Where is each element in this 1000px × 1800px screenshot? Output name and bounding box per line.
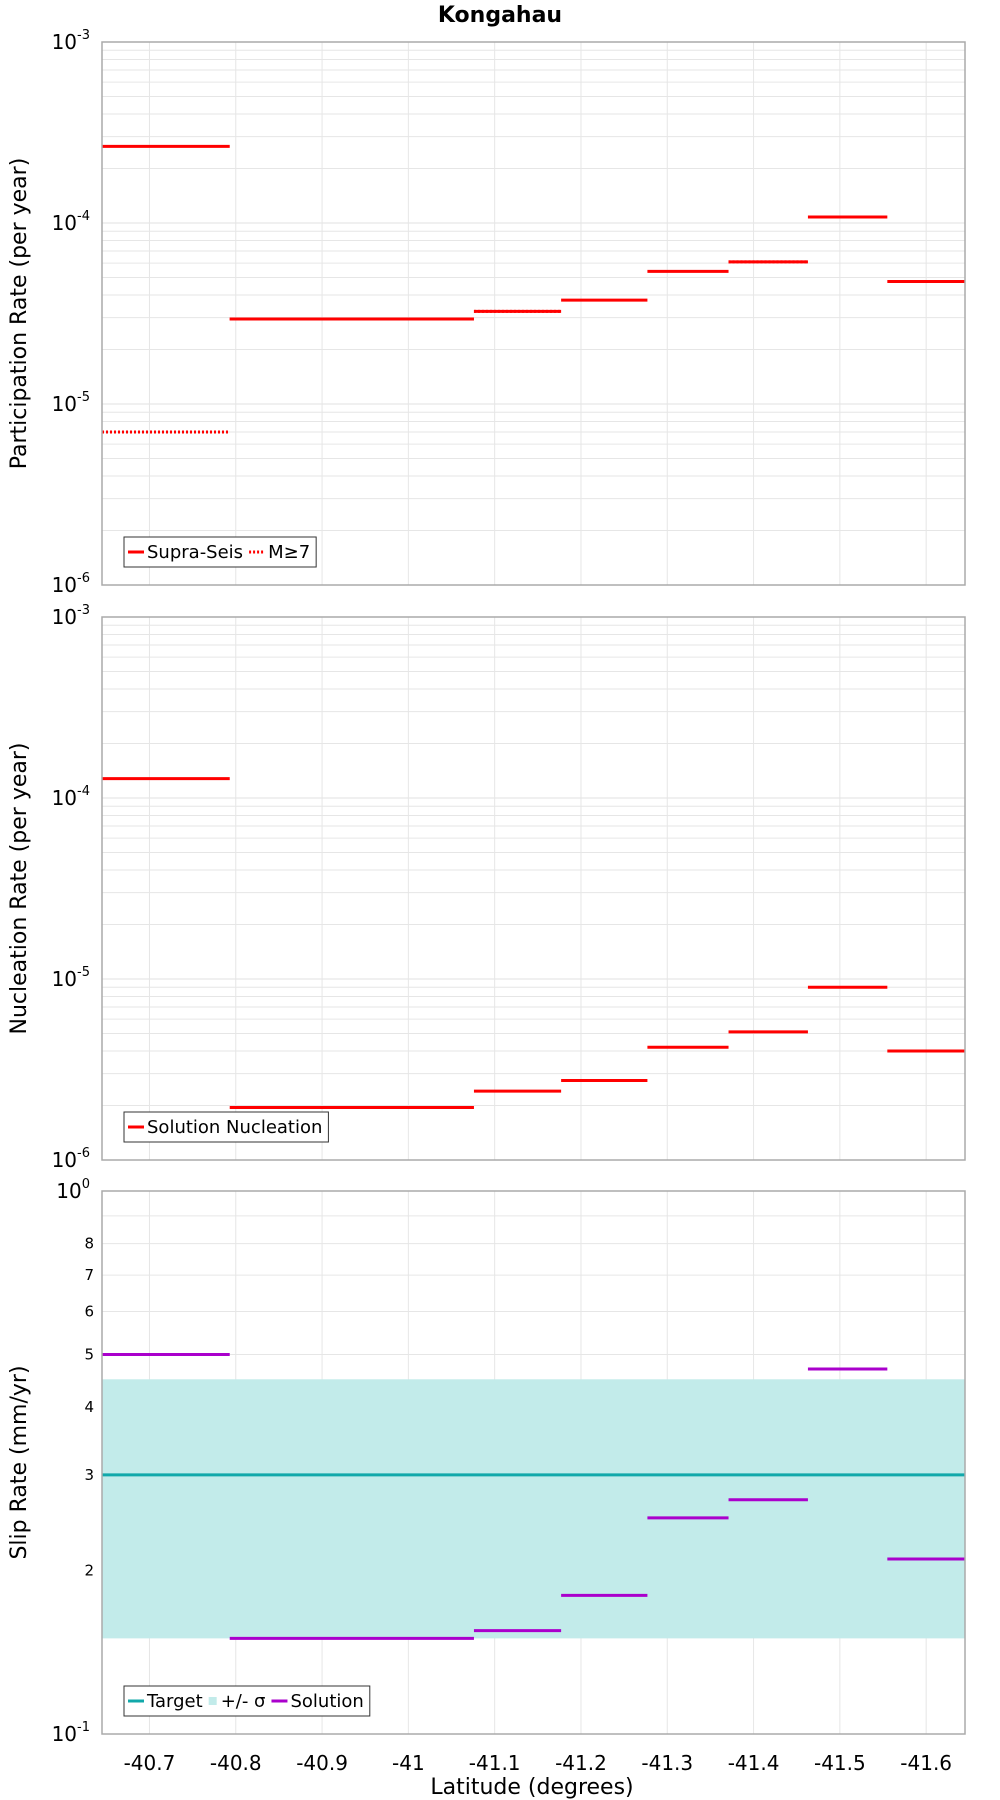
panel-2: 10-3 10-4 10-5 10-6 Nucleation Rate (per yea…: [7, 603, 966, 1172]
legend-label: Solution Nucleation: [147, 1117, 322, 1138]
y-minor-tick-label: 5: [84, 1345, 94, 1363]
y-minor-tick-label: 7: [84, 1266, 94, 1284]
series-solution-nucleation: [102, 777, 965, 1110]
y-tick-label: 10-3: [52, 28, 90, 54]
legend-label: M≥7: [268, 542, 310, 563]
y-tick-label: 10-6: [52, 571, 90, 597]
x-axis-ticks: -40.7 -40.8 -40.9 -41 -41.1 -41.2 -41.3 -41.4 -4…: [124, 1751, 952, 1775]
plot-frame: [101, 1190, 966, 1735]
grid: [102, 42, 965, 585]
y-tick-label: 10-1: [52, 1720, 90, 1746]
chart-panels: 10-3 10-4 10-5 10-6 Participation Rate (per …: [7, 28, 966, 1775]
legend-label: Target: [146, 1691, 203, 1712]
grid: [102, 617, 965, 1160]
x-tick-label: -40.9: [296, 1751, 348, 1775]
y-tick-label: 10-5: [52, 965, 90, 991]
x-tick-label: -40.8: [210, 1751, 262, 1775]
x-tick-label: -41: [392, 1751, 425, 1775]
legend-label: Solution: [290, 1691, 363, 1712]
y-axis-label: Slip Rate (mm/yr): [7, 1365, 32, 1559]
y-minor-tick-label: 4: [84, 1398, 94, 1416]
chart-title: Kongahau: [438, 3, 562, 28]
x-axis-label: Latitude (degrees): [430, 1775, 633, 1800]
series-m-7: [102, 260, 808, 434]
x-tick-label: -41.2: [555, 1751, 607, 1775]
x-tick-label: -41.5: [814, 1751, 866, 1775]
x-tick-label: -41.3: [641, 1751, 693, 1775]
panel-3: 100 10-1 8 7 6 5 4 3 2 Slip Rate (mm/yr) Target +/-…: [7, 1177, 966, 1746]
y-minor-tick-label: 8: [84, 1235, 94, 1253]
y-minor-tick-label: 3: [84, 1466, 94, 1484]
y-axis-label: Participation Rate (per year): [7, 158, 32, 470]
plot-frame: [101, 616, 966, 1161]
legend-label: +/- σ: [221, 1691, 266, 1712]
y-tick-label: 10-4: [52, 784, 90, 810]
x-tick-label: -40.7: [124, 1751, 176, 1775]
legend-box: [123, 536, 317, 568]
y-axis-label: Nucleation Rate (per year): [7, 743, 32, 1035]
y-tick-label: 10-6: [52, 1146, 90, 1172]
x-tick-label: -41.6: [900, 1751, 952, 1775]
x-tick-label: -41.1: [469, 1751, 521, 1775]
legend: Target +/- σ Solution: [123, 1685, 371, 1717]
y-tick-label: 10-5: [52, 390, 90, 416]
sigma-band: [102, 1379, 965, 1639]
panel-1: 10-3 10-4 10-5 10-6 Participation Rate (per …: [7, 28, 966, 597]
y-tick-label: 10-4: [52, 209, 90, 235]
legend: Supra-Seis M≥7: [123, 536, 317, 568]
y-minor-tick-label: 6: [84, 1302, 94, 1320]
plot-frame: [101, 41, 966, 586]
plot-area: [102, 42, 965, 585]
legend-box: [123, 1111, 329, 1143]
legend-box: [123, 1685, 371, 1717]
legend: Solution Nucleation: [123, 1111, 329, 1143]
legend-label: Supra-Seis: [147, 542, 243, 563]
y-tick-label: 10-3: [52, 603, 90, 629]
plot-area: [102, 617, 965, 1160]
y-tick-label: 100: [56, 1177, 90, 1203]
legend-swatch: [208, 1697, 217, 1705]
series-solution: [102, 1352, 965, 1640]
y-minor-tick-label: 2: [84, 1562, 94, 1580]
x-tick-label: -41.4: [728, 1751, 780, 1775]
